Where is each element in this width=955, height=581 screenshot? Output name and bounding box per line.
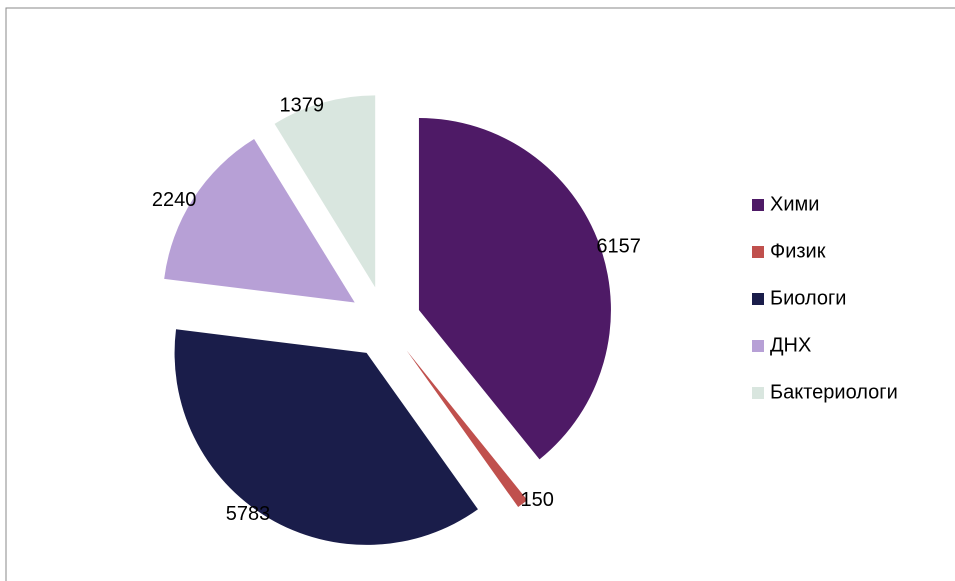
legend-label: ДНХ xyxy=(770,334,811,356)
data-label: 6157 xyxy=(596,236,641,258)
data-label: 5783 xyxy=(226,503,271,525)
pie-slice xyxy=(174,329,478,545)
pie-slice xyxy=(418,118,611,460)
data-label: 2240 xyxy=(152,189,197,211)
pie-slice xyxy=(406,350,528,508)
legend-label: Хими xyxy=(770,193,819,215)
legend-label: Бактериологи xyxy=(770,381,898,403)
legend-swatch xyxy=(752,387,764,399)
legend-label: Биологи xyxy=(770,287,846,309)
legend-swatch xyxy=(752,340,764,352)
pie-slice xyxy=(274,95,376,288)
data-label: 150 xyxy=(520,489,553,511)
legend-swatch xyxy=(752,246,764,258)
legend-label: Физик xyxy=(770,240,826,262)
data-label: 1379 xyxy=(279,95,324,117)
pie-slice xyxy=(164,139,355,303)
legend-swatch xyxy=(752,199,764,211)
legend-swatch xyxy=(752,293,764,305)
